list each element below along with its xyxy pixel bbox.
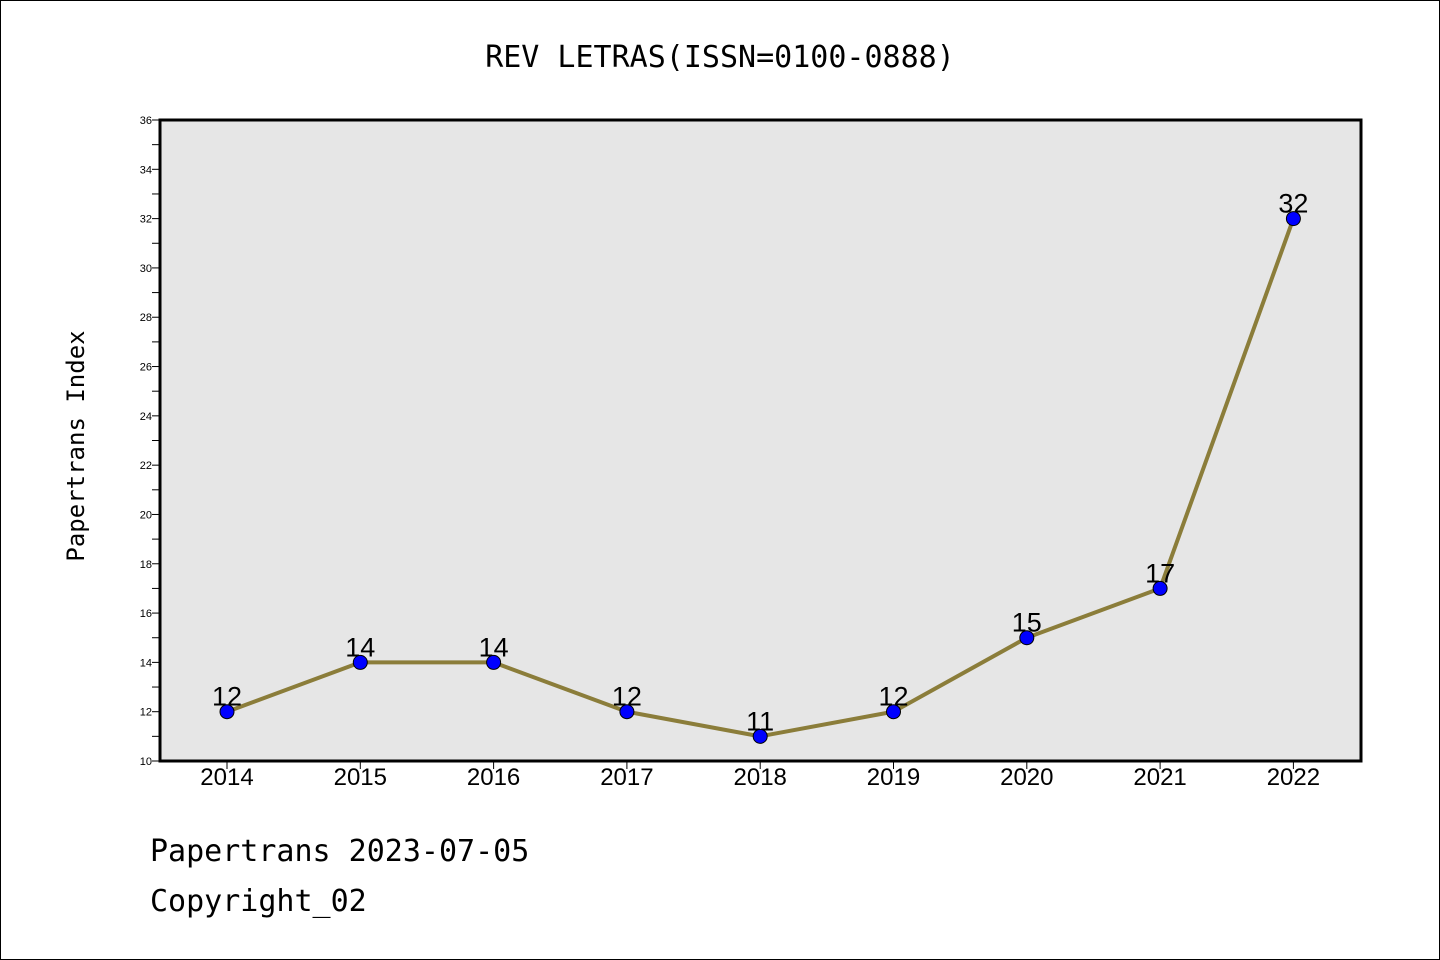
x-tick-label: 2022 (1267, 764, 1320, 791)
y-tick-label: 32 (140, 214, 152, 226)
x-tick-label: 2020 (1000, 764, 1053, 791)
data-point-marker (219, 704, 235, 720)
y-tick-label: 16 (140, 608, 152, 620)
x-tick-label: 2021 (1133, 764, 1186, 791)
y-tick-label: 30 (140, 263, 152, 275)
y-tick-label: 18 (140, 559, 152, 571)
y-tick-label: 26 (140, 362, 152, 374)
plot-border (158, 118, 1363, 763)
y-tick-label: 22 (140, 460, 152, 472)
y-axis-ticks: 10 12 14 16 18 20 22 24 26 28 30 32 34 36 (140, 115, 160, 768)
x-tick-label: 2019 (867, 764, 920, 791)
y-axis-label: Papertrans Index (62, 330, 90, 561)
data-point-marker (486, 654, 502, 670)
x-tick-label: 2018 (734, 764, 787, 791)
data-point-marker (1019, 630, 1035, 646)
y-tick-label: 28 (140, 312, 152, 324)
footer-copyright-text: Copyright_02 (150, 884, 367, 919)
y-tick-label: 12 (140, 707, 152, 719)
x-tick-label: 2014 (200, 764, 253, 791)
plot-area (160, 120, 1361, 761)
data-point-marker (752, 728, 768, 744)
y-tick-label: 36 (140, 115, 152, 127)
y-tick-label: 10 (140, 756, 152, 768)
y-tick-label: 20 (140, 509, 152, 521)
data-point-marker (1285, 211, 1301, 227)
footer-date-text: Papertrans 2023-07-05 (150, 834, 530, 869)
y-tick-label: 34 (140, 164, 152, 176)
x-tick-label: 2015 (334, 764, 387, 791)
x-axis-ticks: 2014 2015 2016 2017 2018 2019 2020 2021 2022 (200, 761, 1320, 791)
x-tick-label: 2017 (600, 764, 653, 791)
data-point-marker (352, 654, 368, 670)
chart-title: REV LETRAS(ISSN=0100-0888) (485, 40, 955, 75)
data-point-marker (886, 704, 901, 720)
x-tick-label: 2016 (467, 764, 520, 791)
y-tick-label: 24 (140, 411, 152, 423)
data-point-marker (1152, 580, 1168, 596)
data-point-marker (619, 704, 635, 720)
y-tick-label: 14 (140, 657, 152, 669)
